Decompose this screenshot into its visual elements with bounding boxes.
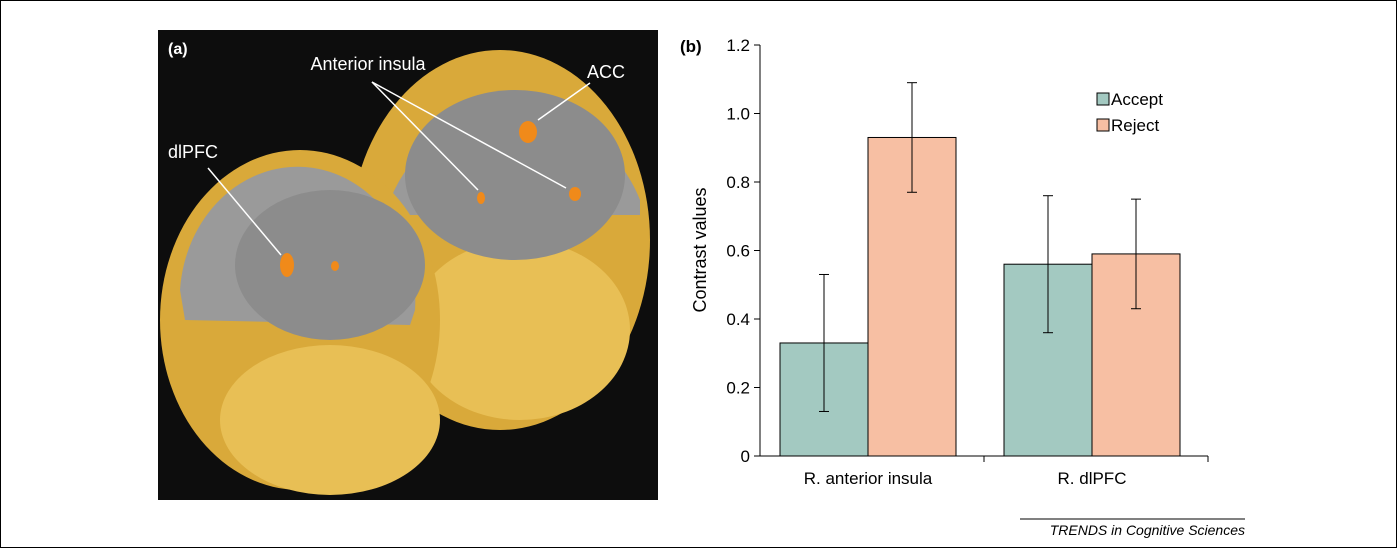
y-tick-label: 0.4 [726,310,750,329]
y-axis-label: Contrast values [690,187,710,312]
legend-label: Accept [1111,90,1163,109]
x-tick-label: R. anterior insula [804,469,933,488]
panel-label: (a) [168,41,188,58]
y-tick-label: 0.8 [726,173,750,192]
chart: (b) Contrast values 0 0.2 0.4 0.6 0.8 1.0 1.2 R… [680,36,1208,488]
footer: TRENDS in Cognitive Sciences [1050,522,1245,538]
legend-swatch [1097,119,1109,131]
figure: (a) Anterior insula ACC dlPFC (b) Contra… [0,0,1397,548]
y-tick-label: 0 [741,447,750,466]
panel-label: (b) [680,37,702,56]
y-tick-label: 1.0 [726,105,750,124]
annotation: ACC [587,62,625,82]
legend-swatch [1097,93,1109,105]
annotation: Anterior insula [310,54,426,74]
y-tick-label: 0.2 [726,379,750,398]
annotation: dlPFC [168,142,218,162]
brain-image: (a) Anterior insula ACC dlPFC [158,30,658,500]
legend-label: Reject [1111,116,1159,135]
x-tick-label: R. dlPFC [1058,469,1127,488]
y-tick-label: 0.6 [726,242,750,261]
y-tick-label: 1.2 [726,36,750,55]
